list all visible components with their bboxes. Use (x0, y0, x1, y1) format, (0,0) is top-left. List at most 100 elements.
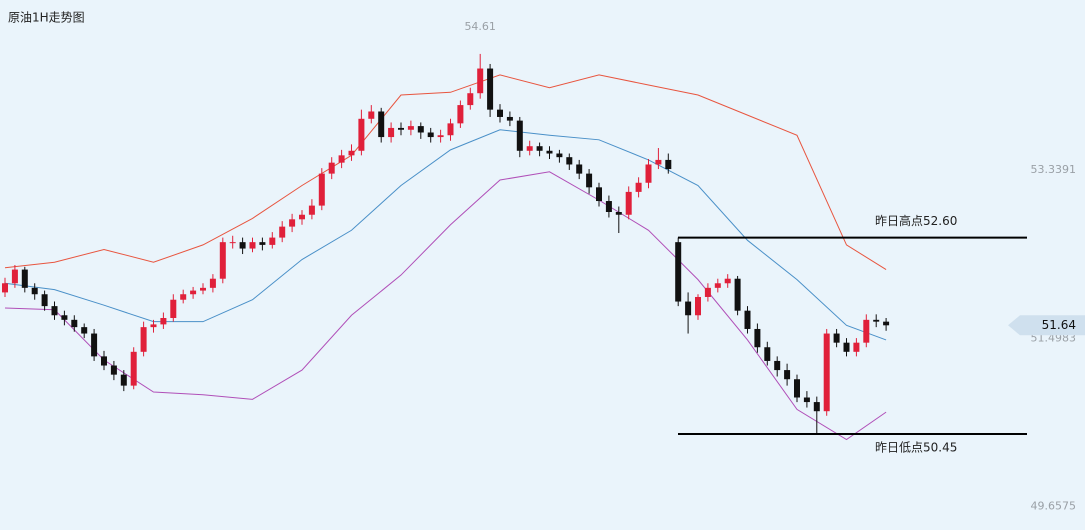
candle-body (180, 294, 187, 300)
candle-body (695, 296, 701, 316)
candle-body (308, 205, 315, 215)
candle-body (368, 111, 375, 119)
candle-body (803, 397, 810, 403)
candle-body (71, 319, 78, 328)
band-lower (4, 171, 887, 441)
candle-body (675, 242, 682, 302)
candle-body (536, 146, 543, 151)
candle-body (51, 306, 58, 316)
candle-body (586, 173, 593, 188)
candle-body (615, 212, 622, 215)
peak-label: 54.61 (464, 20, 496, 33)
candle-body (41, 294, 48, 307)
candle-body (605, 201, 612, 212)
candle-body (823, 333, 830, 412)
candle-body (358, 118, 365, 151)
candle-body (378, 111, 385, 138)
candle-body (625, 191, 632, 215)
candle-body (437, 135, 444, 138)
y-tick-label: 49.6575 (1031, 499, 1077, 512)
candle-body (219, 242, 226, 279)
candle-body (21, 269, 28, 288)
candle-body (774, 360, 781, 371)
candle-body (566, 157, 573, 165)
y-tick-label: 53.3391 (1031, 163, 1077, 176)
candle-body (417, 126, 424, 133)
candle-body (863, 319, 870, 343)
candle-body (190, 290, 197, 295)
candle-body (734, 278, 741, 311)
candle-body (516, 120, 523, 151)
candle-body (596, 187, 602, 202)
candle-body (556, 153, 563, 158)
candle-body (685, 301, 692, 316)
candle-body (81, 327, 88, 334)
candle-body (239, 242, 246, 249)
candle-body (160, 318, 167, 325)
candle-body (506, 116, 513, 121)
candle-body (794, 379, 800, 398)
candle-body (833, 333, 840, 343)
band-upper (4, 74, 887, 270)
candle-body (526, 146, 533, 151)
candle-body (110, 365, 117, 375)
candle-body (665, 159, 672, 170)
candle-body (645, 164, 652, 183)
candle-body (348, 150, 355, 156)
chart-title: 原油1H走势图 (8, 11, 85, 25)
candle-body (655, 159, 662, 165)
candle-body (209, 278, 216, 288)
candle-body (338, 155, 345, 163)
candle-body (249, 242, 256, 249)
candle-body (31, 287, 38, 295)
candle-body (170, 299, 177, 318)
candle-body (229, 242, 236, 244)
candle-body (269, 237, 276, 245)
candle-body (328, 162, 335, 174)
candle-body (91, 333, 98, 357)
candle-body (289, 219, 296, 227)
candle-body (467, 93, 474, 106)
candle-body (714, 283, 721, 288)
candle-body (784, 370, 791, 380)
price-tag (1008, 315, 1085, 336)
candle-body (427, 132, 434, 138)
candle-body (853, 342, 860, 352)
level-label: 昨日高点52.60 (875, 213, 957, 228)
candle-body (398, 127, 404, 130)
candle-body (150, 324, 157, 328)
candle-body (497, 109, 503, 117)
candle-body (477, 68, 484, 94)
candle-body (576, 164, 583, 174)
candle-body (546, 150, 553, 154)
candle-body (2, 283, 8, 293)
candle-body (813, 402, 820, 412)
candle-body (407, 126, 414, 130)
candle-body (754, 328, 761, 348)
candle-body (457, 105, 464, 124)
candle-body (318, 173, 325, 206)
candle-body (388, 127, 395, 138)
candle-body (744, 310, 751, 329)
candle-body (259, 242, 266, 245)
price-tag-label: 51.64 (1042, 318, 1076, 332)
candle-body (843, 342, 850, 352)
candle-body (724, 278, 731, 284)
candle-body (101, 356, 107, 366)
candle-body (200, 287, 206, 291)
candle-body (883, 321, 890, 326)
candle-body (299, 214, 305, 220)
level-label: 昨日低点50.45 (875, 441, 957, 455)
candle-body (279, 226, 286, 238)
candle-body (635, 182, 642, 192)
candle-body (487, 68, 494, 110)
candle-body (873, 319, 880, 322)
candle-body (130, 351, 137, 386)
candle-body (120, 374, 127, 386)
candle-body (447, 123, 454, 136)
candle-body (11, 269, 18, 284)
candle-body (61, 315, 68, 320)
